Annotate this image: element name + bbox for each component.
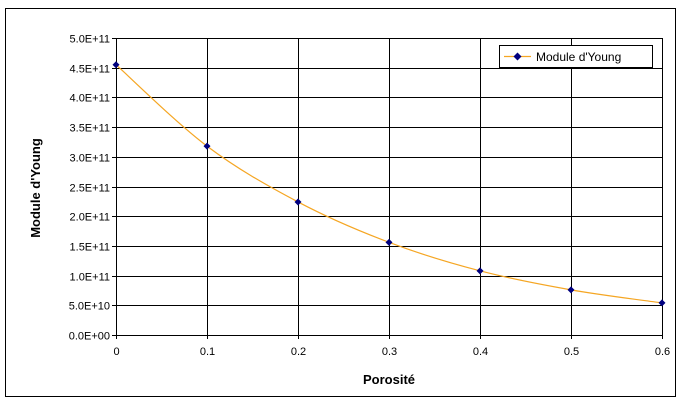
y-axis-ticks: 0.0E+00 5.0E+10 1.0E+11 1.5E+11 2.0E+11 2.5E+…	[69, 34, 116, 343]
legend-marker-swatch	[513, 52, 522, 61]
x-axis-title: Porosité	[363, 372, 415, 387]
x-tick-label: 0.4	[473, 346, 488, 358]
x-axis-ticks: 0 0.1 0.2 0.3 0.4 0.5 0.6	[113, 335, 670, 358]
y-tick-label: 3.0E+11	[70, 153, 110, 165]
x-tick-label: 0	[113, 346, 119, 358]
series	[112, 61, 666, 307]
y-tick-label: 5.0E+11	[70, 34, 110, 46]
data-point-marker	[567, 286, 575, 294]
chart-frame	[5, 8, 676, 397]
data-point-marker	[294, 198, 302, 206]
legend: Module d'Young	[499, 45, 653, 68]
x-tick-label: 0.3	[382, 346, 397, 358]
y-axis-title: Module d'Young	[28, 138, 43, 238]
y-tick-label: 0.0E+00	[69, 331, 110, 343]
data-point-marker	[476, 267, 484, 275]
x-tick-label: 0.5	[564, 346, 579, 358]
data-point-marker	[385, 238, 393, 246]
data-point-marker	[658, 299, 666, 307]
y-tick-label: 2.5E+11	[70, 183, 110, 195]
data-point-marker	[203, 142, 211, 150]
y-tick-label: 4.0E+11	[70, 93, 110, 105]
y-tick-label: 4.5E+11	[70, 64, 110, 76]
y-tick-label: 2.0E+11	[70, 212, 110, 224]
y-tick-label: 1.5E+11	[70, 242, 110, 254]
legend-label: Module d'Young	[536, 50, 621, 64]
x-tick-label: 0.2	[291, 346, 306, 358]
x-tick-label: 0.1	[200, 346, 215, 358]
y-tick-label: 5.0E+10	[69, 301, 110, 313]
y-tick-label: 1.0E+11	[70, 272, 110, 284]
legend-box	[499, 45, 653, 68]
y-tick-label: 3.5E+11	[70, 123, 110, 135]
data-point-marker	[112, 61, 120, 69]
x-tick-label: 0.6	[655, 346, 670, 358]
